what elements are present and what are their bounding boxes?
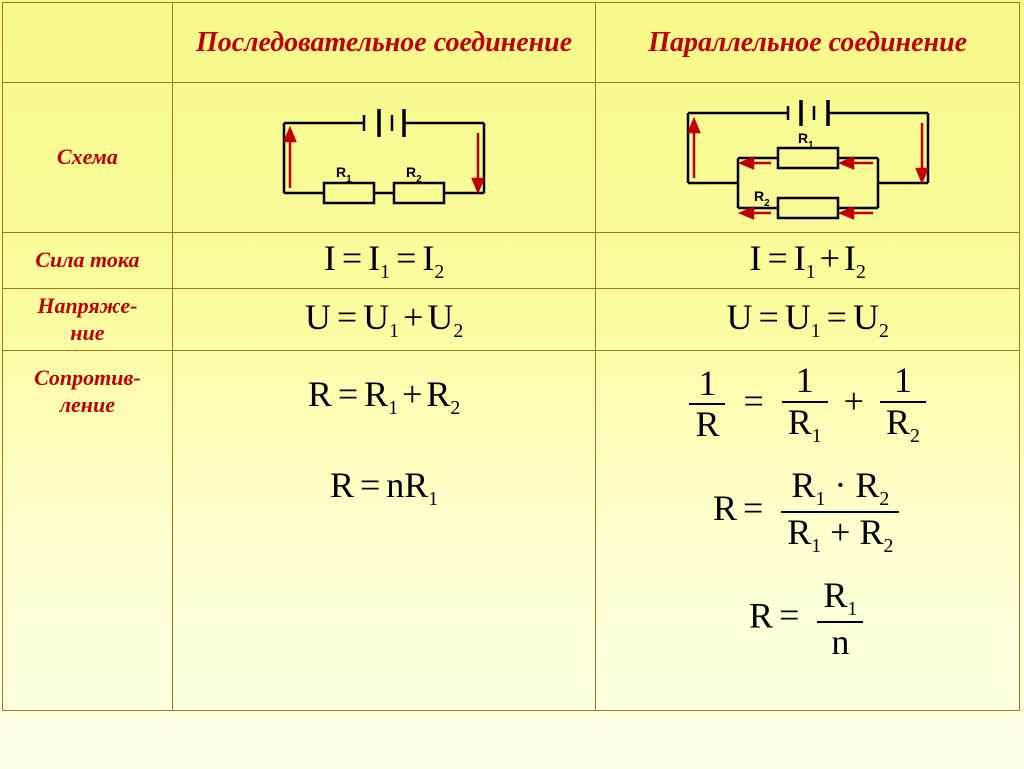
formula-series-R1: R=R1+R2 <box>308 373 460 420</box>
comparison-table: Последовательное соединение Параллельное… <box>2 2 1020 711</box>
num: R1 · R2 <box>781 466 899 513</box>
row-schema: Схема <box>3 83 1020 233</box>
cell-parallel-current: I=I1+I2 <box>596 233 1020 289</box>
formula-parallel-R1: 1R = 1R1 + 1R2 <box>686 361 928 448</box>
rowhead-schema: Схема <box>3 83 173 233</box>
num: 1 <box>782 361 828 403</box>
den: R2 <box>880 403 926 448</box>
cell-series-voltage: U=U1+U2 <box>172 289 596 351</box>
formula-parallel-R2: R= R1 · R2 R1 + R2 <box>713 466 902 558</box>
cell-parallel-schema: R1 R2 <box>596 83 1020 233</box>
num: R1 <box>817 576 863 623</box>
header-series: Последовательное соединение <box>172 3 596 83</box>
row-voltage: Напряже-ние U=U1+U2 U=U1=U2 <box>3 289 1020 351</box>
den: n <box>817 623 863 663</box>
row-resistance: Сопротив-ление R=R1+R2 R=nR1 1R = 1R1 + … <box>3 351 1020 711</box>
rowhead-current: Сила тока <box>3 233 173 289</box>
rowhead-resistance: Сопротив-ление <box>3 351 173 711</box>
formula-series-R2: R=nR1 <box>330 464 438 511</box>
cell-series-resistance: R=R1+R2 R=nR1 <box>172 351 596 711</box>
num: 1 <box>880 361 926 403</box>
header-row: Последовательное соединение Параллельное… <box>3 3 1020 83</box>
cell-series-current: I=I1=I2 <box>172 233 596 289</box>
formula-parallel-U: U=U1=U2 <box>726 297 888 337</box>
header-parallel: Параллельное соединение <box>596 3 1020 83</box>
num: 1 <box>689 364 725 406</box>
series-circuit-icon: R1 R2 <box>234 93 534 223</box>
formula-parallel-I: I=I1+I2 <box>749 238 865 278</box>
svg-text:R2: R2 <box>754 188 770 209</box>
header-blank <box>3 3 173 83</box>
den: R1 <box>782 403 828 448</box>
den: R1 + R2 <box>781 513 899 558</box>
cell-parallel-resistance: 1R = 1R1 + 1R2 R= R1 · R2 R1 + R2 R= <box>596 351 1020 711</box>
row-current: Сила тока I=I1=I2 I=I1+I2 <box>3 233 1020 289</box>
formula-parallel-R3: R= R1 n <box>749 576 866 663</box>
formula-series-U: U=U1+U2 <box>305 297 463 337</box>
cell-parallel-voltage: U=U1=U2 <box>596 289 1020 351</box>
cell-series-schema: R1 R2 <box>172 83 596 233</box>
parallel-circuit-icon: R1 R2 <box>648 88 968 228</box>
den: R <box>689 405 725 445</box>
formula-series-I: I=I1=I2 <box>324 238 444 278</box>
rowhead-voltage: Напряже-ние <box>3 289 173 351</box>
